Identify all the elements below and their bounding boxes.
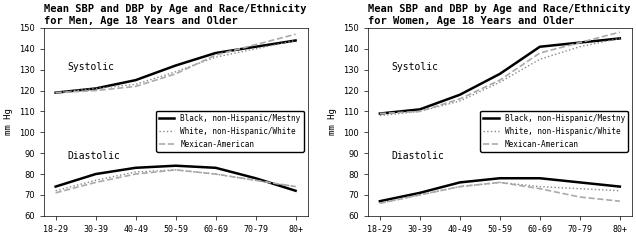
Mexican-American — [52, 91, 59, 94]
White, non-Hispanic/White — [416, 110, 424, 113]
White, non-Hispanic/White — [616, 37, 624, 40]
Text: Mean SBP and DBP by Age and Race/Ethnicity
for Women, Age 18 Years and Older: Mean SBP and DBP by Age and Race/Ethnici… — [368, 4, 630, 26]
Black, non-Hispanic/Mestny — [376, 112, 384, 115]
Black, non-Hispanic/Mestny — [172, 64, 179, 67]
Mexican-American — [172, 72, 179, 75]
White, non-Hispanic/White — [292, 39, 300, 42]
Mexican-American — [252, 43, 259, 46]
Mexican-American — [416, 110, 424, 113]
Line: Mexican-American: Mexican-American — [380, 32, 620, 114]
Line: White, non-Hispanic/White: White, non-Hispanic/White — [380, 38, 620, 116]
Text: Diastolic: Diastolic — [67, 151, 120, 161]
Y-axis label: mm Hg: mm Hg — [328, 109, 338, 135]
White, non-Hispanic/White — [376, 114, 384, 117]
Mexican-American — [132, 85, 139, 88]
Mexican-American — [456, 98, 464, 100]
White, non-Hispanic/White — [92, 87, 99, 90]
Line: White, non-Hispanic/White: White, non-Hispanic/White — [55, 40, 296, 93]
Black, non-Hispanic/Mestny — [292, 39, 300, 42]
Mexican-American — [616, 31, 624, 34]
Black, non-Hispanic/Mestny — [52, 91, 59, 94]
Y-axis label: mm Hg: mm Hg — [4, 109, 13, 135]
Mexican-American — [212, 54, 219, 57]
Legend: Black, non-Hispanic/Mestny, White, non-Hispanic/White, Mexican-American: Black, non-Hispanic/Mestny, White, non-H… — [480, 111, 628, 152]
Line: Black, non-Hispanic/Mestny: Black, non-Hispanic/Mestny — [55, 40, 296, 93]
Text: Systolic: Systolic — [67, 62, 114, 72]
White, non-Hispanic/White — [536, 58, 544, 61]
Mexican-American — [496, 79, 504, 82]
White, non-Hispanic/White — [172, 70, 179, 73]
Mexican-American — [92, 89, 99, 92]
Black, non-Hispanic/Mestny — [92, 87, 99, 90]
Mexican-American — [292, 33, 300, 36]
Line: Black, non-Hispanic/Mestny: Black, non-Hispanic/Mestny — [380, 38, 620, 114]
White, non-Hispanic/White — [132, 83, 139, 86]
Mexican-American — [536, 52, 544, 55]
Black, non-Hispanic/Mestny — [212, 52, 219, 55]
Black, non-Hispanic/Mestny — [576, 41, 584, 44]
Text: Systolic: Systolic — [392, 62, 439, 72]
Black, non-Hispanic/Mestny — [496, 72, 504, 75]
Mexican-American — [576, 41, 584, 44]
Black, non-Hispanic/Mestny — [132, 79, 139, 82]
Black, non-Hispanic/Mestny — [252, 45, 259, 48]
White, non-Hispanic/White — [52, 91, 59, 94]
White, non-Hispanic/White — [212, 56, 219, 59]
White, non-Hispanic/White — [252, 47, 259, 50]
Legend: Black, non-Hispanic/Mestny, White, non-Hispanic/White, Mexican-American: Black, non-Hispanic/Mestny, White, non-H… — [156, 111, 304, 152]
White, non-Hispanic/White — [456, 99, 464, 102]
Black, non-Hispanic/Mestny — [536, 45, 544, 48]
White, non-Hispanic/White — [576, 45, 584, 48]
Black, non-Hispanic/Mestny — [416, 108, 424, 111]
Black, non-Hispanic/Mestny — [616, 37, 624, 40]
Text: Mean SBP and DBP by Age and Race/Ethnicity
for Men, Age 18 Years and Older: Mean SBP and DBP by Age and Race/Ethnici… — [44, 4, 306, 26]
Black, non-Hispanic/Mestny — [456, 93, 464, 96]
Mexican-American — [376, 112, 384, 115]
Text: Diastolic: Diastolic — [392, 151, 445, 161]
Line: Mexican-American: Mexican-American — [55, 34, 296, 93]
White, non-Hispanic/White — [496, 81, 504, 84]
